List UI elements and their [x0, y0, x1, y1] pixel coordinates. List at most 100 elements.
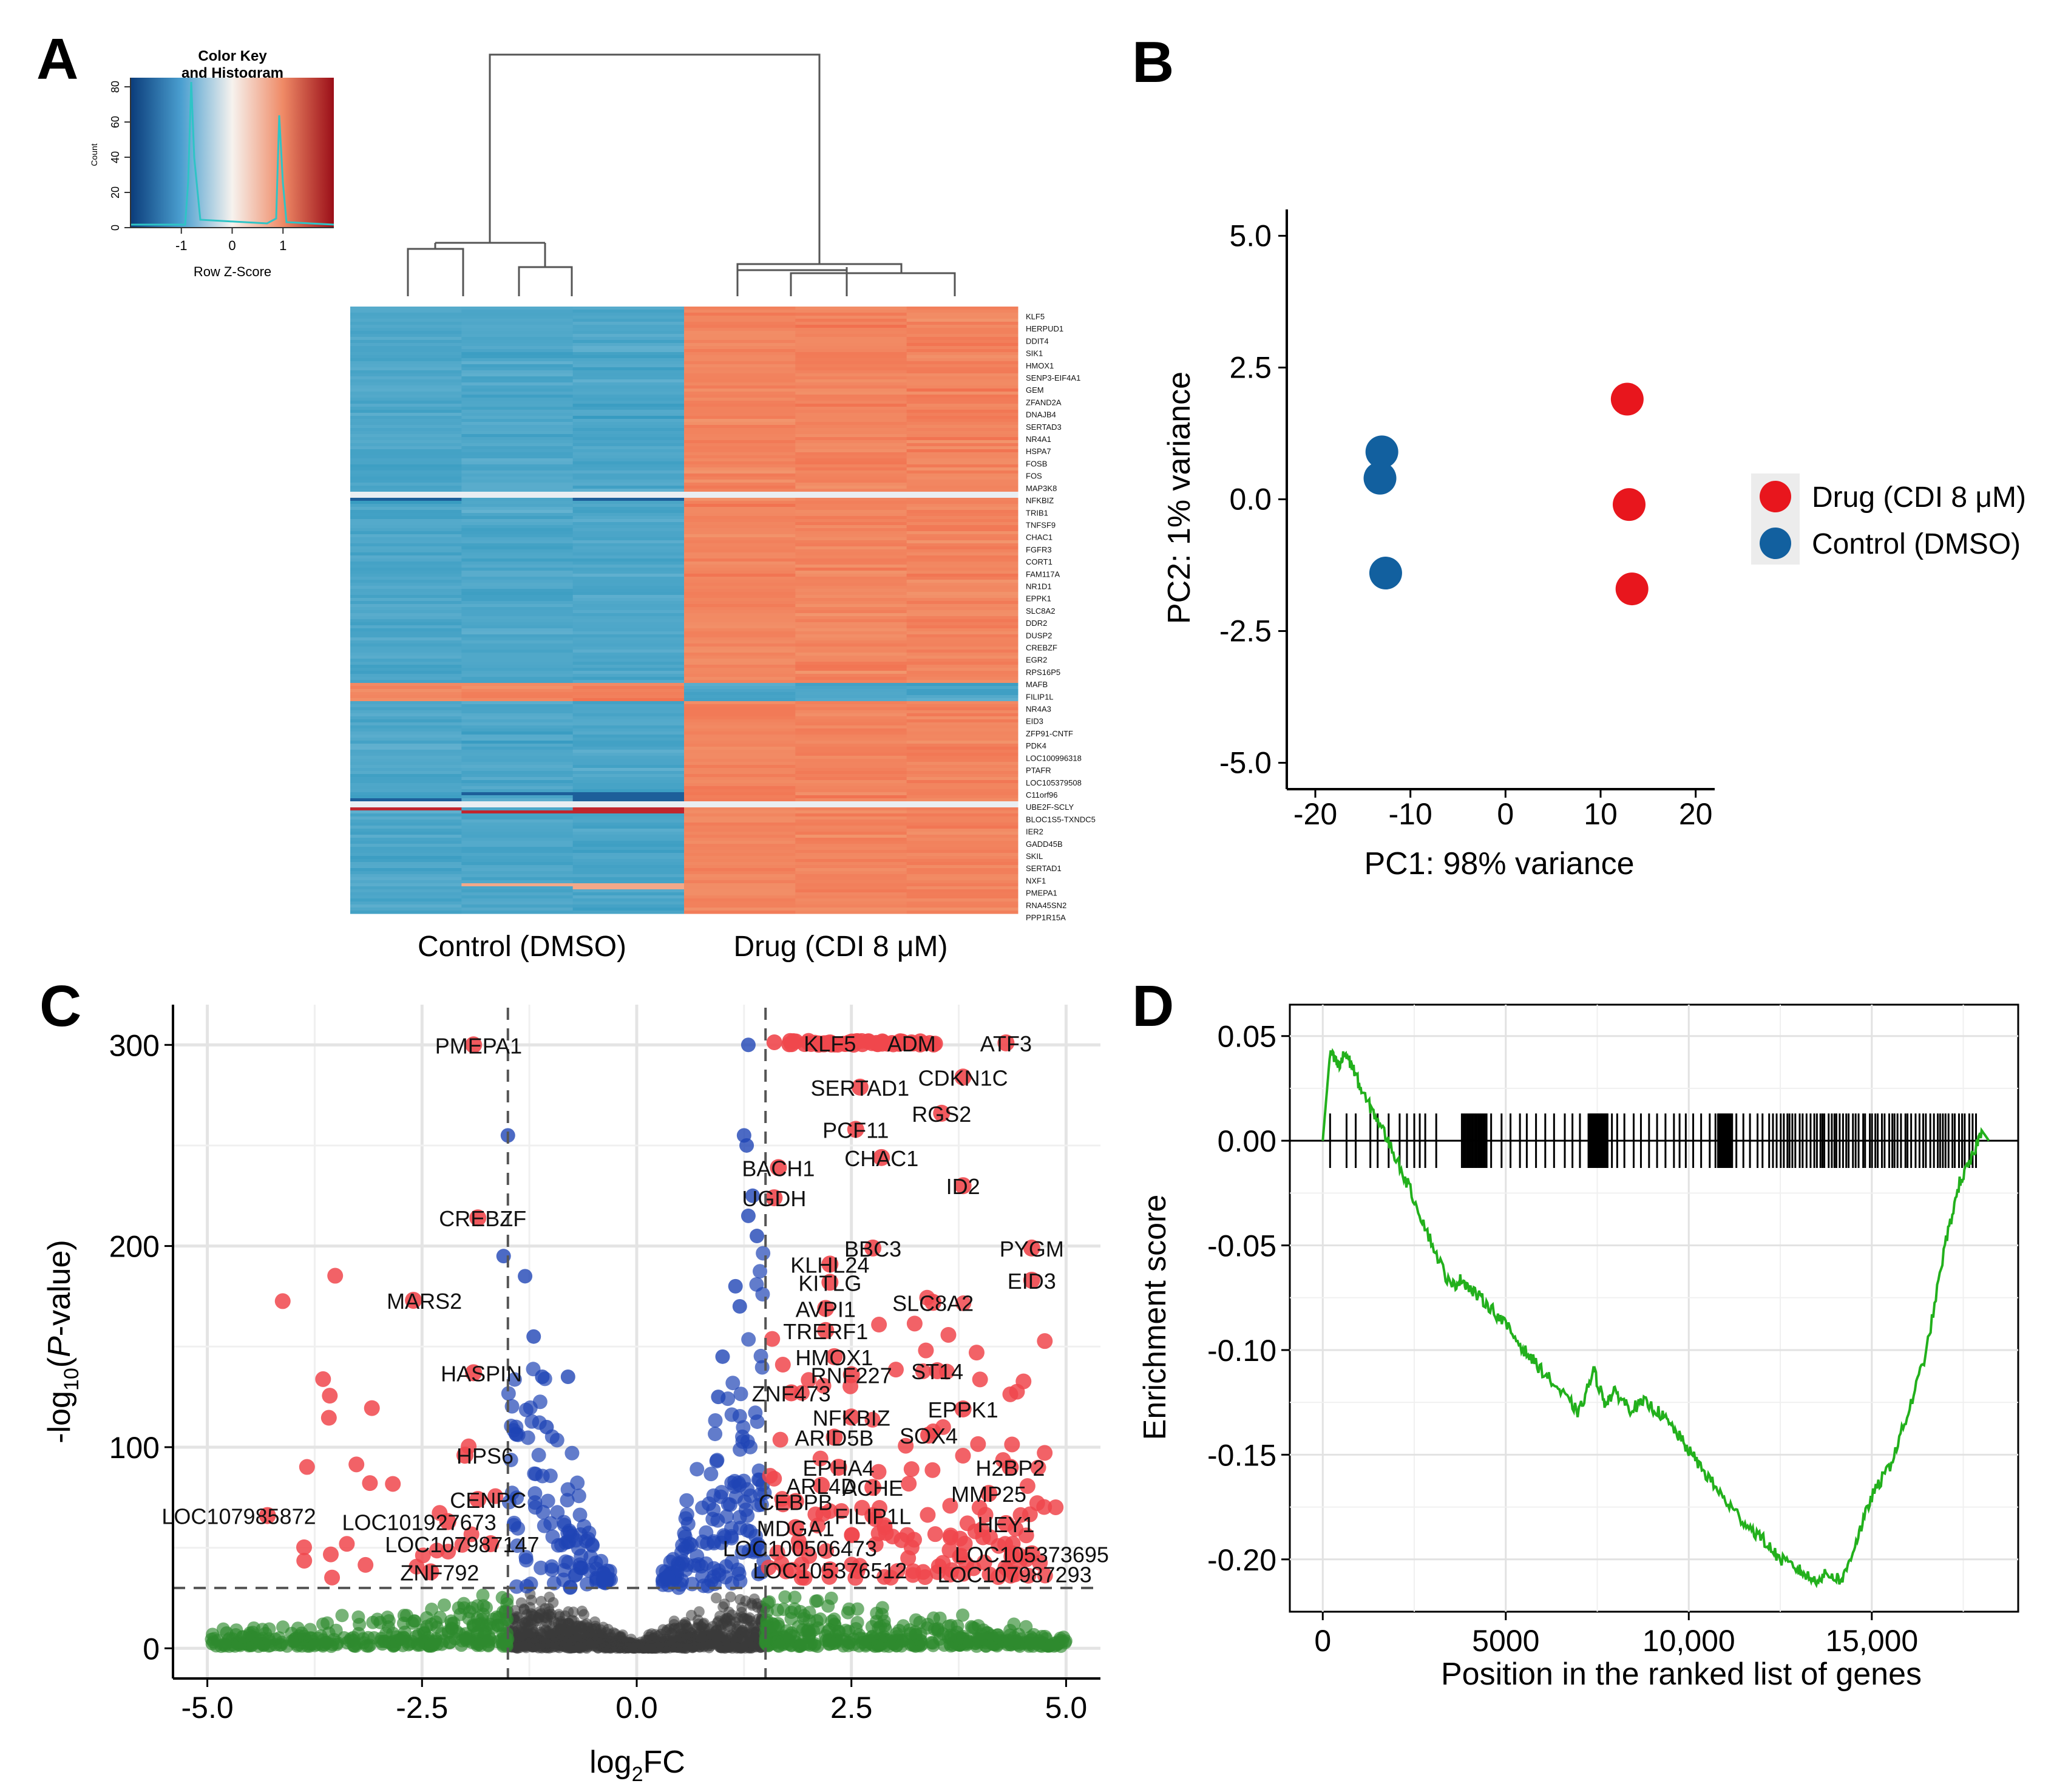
heatmap-cell	[461, 537, 574, 541]
heatmap-cell	[350, 595, 462, 599]
heatmap-cell	[461, 404, 574, 407]
color-key-title-1: Color Key	[198, 48, 267, 64]
heatmap-cell	[461, 583, 574, 586]
heatmap-cell	[350, 832, 462, 835]
gene-label: NR1D1	[1026, 582, 1052, 591]
volcano-point	[527, 1466, 542, 1481]
color-key-xlabel: Row Z-Score	[194, 264, 271, 279]
volcano-xtick: -2.5	[396, 1691, 448, 1725]
volcano-point	[775, 1357, 791, 1373]
heatmap-cell	[906, 519, 1019, 523]
heatmap-cell	[350, 823, 462, 826]
volcano-point	[847, 1121, 864, 1138]
volcano-point	[1002, 1459, 1019, 1476]
heatmap-cell	[684, 562, 796, 565]
volcano-point	[540, 1493, 555, 1509]
heatmap-cell	[906, 722, 1019, 726]
volcano-xlabel: log2FC	[589, 1745, 685, 1786]
heatmap-cell	[572, 407, 685, 410]
heatmap-cell	[572, 628, 685, 632]
heatmap-cell	[350, 389, 462, 392]
heatmap-cell	[906, 871, 1019, 875]
heatmap-cell	[684, 382, 796, 386]
heatmap-cell	[572, 568, 685, 571]
volcano-point	[577, 1519, 592, 1534]
heatmap-cell	[461, 908, 574, 911]
heatmap-cell	[906, 346, 1019, 350]
heatmap-cell	[350, 507, 462, 511]
heatmap-cell	[795, 738, 907, 741]
heatmap-cell	[906, 495, 1019, 498]
heatmap-cell	[572, 437, 685, 441]
heatmap-cell	[572, 898, 685, 902]
heatmap-cell	[350, 628, 462, 632]
heatmap-cell	[906, 501, 1019, 504]
volcano-point	[770, 1603, 784, 1617]
heatmap-cell	[461, 595, 574, 599]
volcano-point	[873, 1638, 887, 1652]
heatmap-cell	[350, 771, 462, 775]
volcano-point	[322, 1388, 338, 1404]
heatmap-cell	[795, 622, 907, 626]
volcano-point	[696, 1633, 707, 1644]
heatmap-cell	[684, 810, 796, 814]
heatmap-cell	[795, 777, 907, 781]
heatmap-cell	[906, 437, 1019, 441]
volcano-point	[909, 1613, 923, 1627]
heatmap-cell	[906, 589, 1019, 592]
heatmap-cell	[350, 428, 462, 432]
heatmap-cell	[684, 844, 796, 847]
volcano-point	[812, 1450, 829, 1467]
volcano-gene-label: ARID5B	[795, 1425, 873, 1450]
heatmap-cell	[795, 486, 907, 489]
volcano-point	[691, 1557, 706, 1572]
volcano-point	[715, 1349, 730, 1364]
heatmap-cell	[350, 616, 462, 620]
gene-label: GEM	[1026, 385, 1044, 395]
heatmap-cell	[684, 404, 796, 407]
heatmap-cell	[684, 677, 796, 680]
heatmap-cell	[350, 355, 462, 359]
volcano-gene-label: LOC107987293	[937, 1563, 1091, 1587]
volcano-point	[457, 1601, 471, 1615]
heatmap-cell	[461, 665, 574, 668]
heatmap-cell	[572, 467, 685, 471]
heatmap-cell	[684, 798, 796, 802]
heatmap-cell	[684, 826, 796, 829]
heatmap-cell	[461, 701, 574, 705]
volcano-point	[442, 1635, 456, 1649]
heatmap-cell	[684, 558, 796, 562]
volcano-gene-label: RGS2	[912, 1102, 971, 1127]
volcano-point	[821, 1561, 839, 1579]
heatmap-cell	[906, 473, 1019, 477]
heatmap-cell	[461, 467, 574, 471]
volcano-point	[764, 1331, 781, 1347]
heatmap-cell	[795, 759, 907, 762]
heatmap-cell	[572, 413, 685, 416]
heatmap-cell	[906, 565, 1019, 568]
heatmap-cell	[461, 838, 574, 841]
volcano-gene-label: PMEPA1	[435, 1033, 522, 1058]
volcano-point	[554, 1642, 565, 1654]
heatmap-cell	[684, 631, 796, 635]
heatmap-cell	[461, 810, 574, 814]
volcano-point	[1037, 1567, 1053, 1584]
heatmap-cell	[461, 516, 574, 520]
heatmap-cell	[684, 835, 796, 838]
heatmap-cell	[906, 331, 1019, 334]
heatmap-cell	[350, 826, 462, 829]
heatmap-cell	[461, 683, 574, 687]
volcano-point	[476, 1599, 490, 1613]
heatmap-cell	[350, 892, 462, 896]
heatmap-cell	[795, 768, 907, 772]
heatmap-cell	[906, 753, 1019, 756]
volcano-point	[956, 1608, 970, 1622]
heatmap-cell	[572, 698, 685, 702]
heatmap-cell	[684, 786, 796, 790]
heatmap-cell	[906, 880, 1019, 884]
heatmap-cell	[461, 319, 574, 322]
heatmap-cell	[795, 398, 907, 401]
heatmap-cell	[350, 738, 462, 741]
heatmap-cell	[350, 650, 462, 653]
heatmap-cell	[906, 756, 1019, 759]
